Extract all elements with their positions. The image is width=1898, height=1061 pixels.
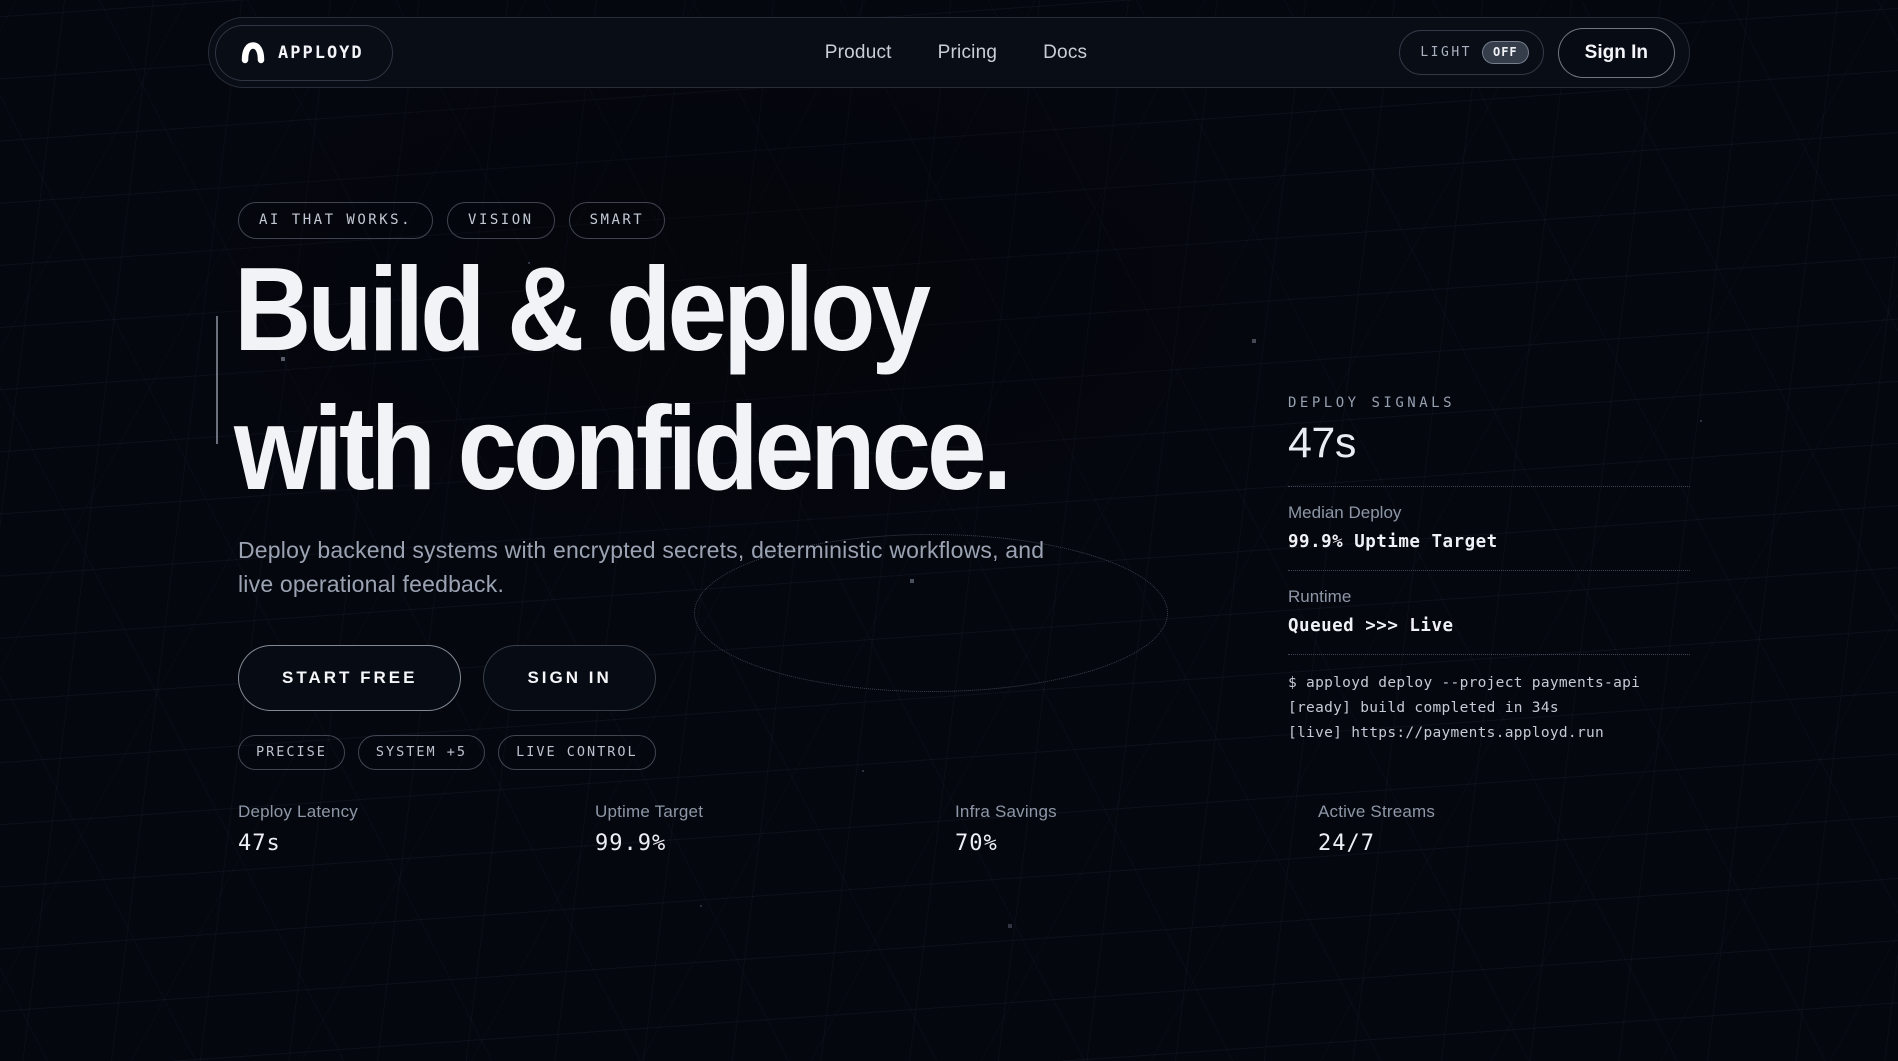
nav-link-product[interactable]: Product	[824, 41, 892, 63]
metric-runtime: Runtime Queued >>> Live	[1288, 587, 1690, 636]
stat-value: 24/7	[1318, 830, 1375, 856]
metric-value: Queued >>> Live	[1288, 616, 1454, 636]
stat-label: Uptime Target	[595, 801, 704, 821]
hero-title-line2: with confidence.	[234, 381, 1012, 515]
hero-title-line1: Build & deploy	[234, 243, 931, 376]
tag-precise[interactable]: PRECISE	[238, 734, 345, 770]
divider	[1288, 570, 1690, 571]
nav-link-docs[interactable]: Docs	[1043, 41, 1088, 63]
nav-right: LIGHT OFF Sign In	[1399, 27, 1675, 78]
metric-value: 99.9% Uptime Target	[1288, 532, 1498, 552]
start-free-button[interactable]: START FREE	[238, 644, 462, 711]
deploy-signals-label: DEPLOY SIGNALS	[1288, 395, 1456, 411]
stats-row: Deploy Latency 47s Uptime Target 99.9% I…	[208, 802, 1690, 856]
terminal-output: $ apployd deploy --project payments-api …	[1288, 671, 1690, 746]
nav-link-pricing[interactable]: Pricing	[937, 41, 998, 63]
hero-section: AI THAT WORKS. VISION SMART Build & depl…	[208, 202, 1690, 770]
terminal-line-ready: [ready] build completed in 34s	[1288, 699, 1559, 716]
apployd-logo-icon	[240, 41, 266, 65]
hero-sign-in-button[interactable]: SIGN IN	[483, 644, 656, 711]
stat-infra-savings: Infra Savings 70%	[955, 802, 1318, 856]
nav-sign-in-button[interactable]: Sign In	[1557, 27, 1675, 78]
deploy-signals-panel: DEPLOY SIGNALS 47s Median Deploy 99.9% U…	[1288, 395, 1690, 746]
hero-title: Build & deploy with confidence.	[234, 241, 1690, 518]
deploy-signals-value: 47s	[1288, 419, 1356, 467]
page-container: APPLOYD Product Pricing Docs LIGHT OFF S…	[208, 0, 1690, 856]
metric-label: Runtime	[1288, 587, 1352, 606]
stat-value: 47s	[238, 830, 281, 856]
tag-live-control[interactable]: LIVE CONTROL	[498, 734, 656, 770]
stat-label: Deploy Latency	[238, 801, 358, 821]
divider	[1288, 654, 1690, 655]
theme-toggle[interactable]: LIGHT OFF	[1399, 30, 1544, 75]
terminal-line-live: [live] https://payments.apployd.run	[1288, 724, 1605, 741]
stat-label: Active Streams	[1318, 801, 1436, 821]
cta-row: START FREE SIGN IN	[238, 644, 1690, 711]
divider	[1288, 486, 1690, 487]
stat-deploy-latency: Deploy Latency 47s	[238, 802, 595, 856]
stat-value: 70%	[955, 830, 998, 856]
hero-badge-row: AI THAT WORKS. VISION SMART	[238, 202, 1690, 239]
brand-name: APPLOYD	[278, 42, 364, 63]
metric-label: Median Deploy	[1288, 503, 1402, 522]
stat-active-streams: Active Streams 24/7	[1318, 802, 1690, 856]
nav-links: Product Pricing Docs	[825, 42, 1087, 64]
hero-badge-smart[interactable]: SMART	[568, 202, 666, 239]
terminal-line-command: $ apployd deploy --project payments-api	[1288, 675, 1641, 691]
stat-value: 99.9%	[595, 830, 667, 856]
theme-toggle-state-badge[interactable]: OFF	[1481, 41, 1529, 64]
tag-system-plus-5[interactable]: SYSTEM +5	[357, 734, 486, 770]
stat-uptime-target: Uptime Target 99.9%	[595, 802, 955, 856]
navbar: APPLOYD Product Pricing Docs LIGHT OFF S…	[208, 17, 1690, 88]
metric-median-deploy: Median Deploy 99.9% Uptime Target	[1288, 503, 1690, 552]
accent-bar	[216, 316, 218, 444]
background-specks	[0, 0, 2, 2]
hero-badge-vision[interactable]: VISION	[447, 202, 555, 239]
stat-label: Infra Savings	[955, 801, 1057, 821]
hero-badge-ai-that-works[interactable]: AI THAT WORKS.	[238, 202, 434, 239]
hero-tag-row: PRECISE SYSTEM +5 LIVE CONTROL	[238, 734, 1690, 770]
theme-toggle-label: LIGHT	[1420, 45, 1472, 60]
brand-logo-pill[interactable]: APPLOYD	[215, 24, 393, 81]
hero-subtitle: Deploy backend systems with encrypted se…	[238, 537, 1045, 597]
